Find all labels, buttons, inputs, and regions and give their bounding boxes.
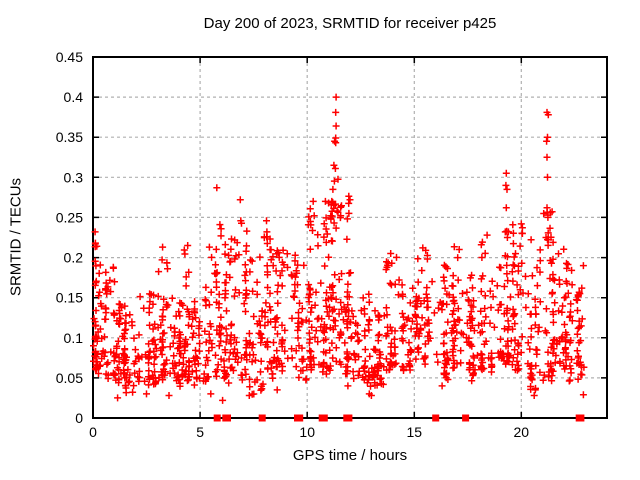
zero-square-marker — [320, 414, 328, 422]
zero-square-marker — [258, 414, 266, 422]
zero-markers — [213, 414, 585, 422]
zero-square-marker — [296, 414, 304, 422]
y-tick-label: 0.25 — [56, 209, 83, 225]
y-tick-label: 0.3 — [64, 169, 84, 185]
y-tick-label: 0.2 — [64, 250, 84, 266]
zero-square-marker — [224, 414, 231, 422]
zero-square-marker — [345, 414, 353, 422]
y-tick-labels: 0 0.05 0.1 0.15 0.2 0.25 0.3 0.35 0.4 0.45 — [56, 49, 83, 426]
y-tick-label: 0.15 — [56, 290, 83, 306]
y-tick-label: 0 — [75, 410, 83, 426]
zero-square-marker — [432, 414, 440, 422]
x-tick-label: 5 — [196, 424, 204, 440]
grid-lines — [93, 57, 607, 418]
chart-title: Day 200 of 2023, SRMTID for receiver p42… — [203, 15, 497, 32]
y-tick-label: 0.35 — [56, 129, 83, 145]
x-tick-label: 0 — [89, 424, 97, 440]
x-tick-label: 10 — [299, 424, 315, 440]
y-tick-label: 0.05 — [56, 370, 83, 386]
x-tick-labels: 0 5 10 15 20 — [89, 424, 529, 440]
x-axis-label: GPS time / hours — [292, 447, 408, 464]
zero-square-marker — [213, 414, 221, 422]
y-tick-label: 0.1 — [64, 330, 84, 346]
y-axis-label: SRMTID / TECUs — [7, 177, 25, 297]
x-tick-label: 15 — [407, 424, 423, 440]
x-tick-label: 20 — [514, 424, 530, 440]
y-tick-label: 0.4 — [64, 89, 84, 105]
zero-square-marker — [462, 414, 470, 422]
scatter-points — [90, 93, 588, 404]
axis-ticks — [92, 56, 607, 419]
zero-square-marker — [577, 414, 585, 422]
y-tick-label: 0.45 — [56, 49, 83, 65]
